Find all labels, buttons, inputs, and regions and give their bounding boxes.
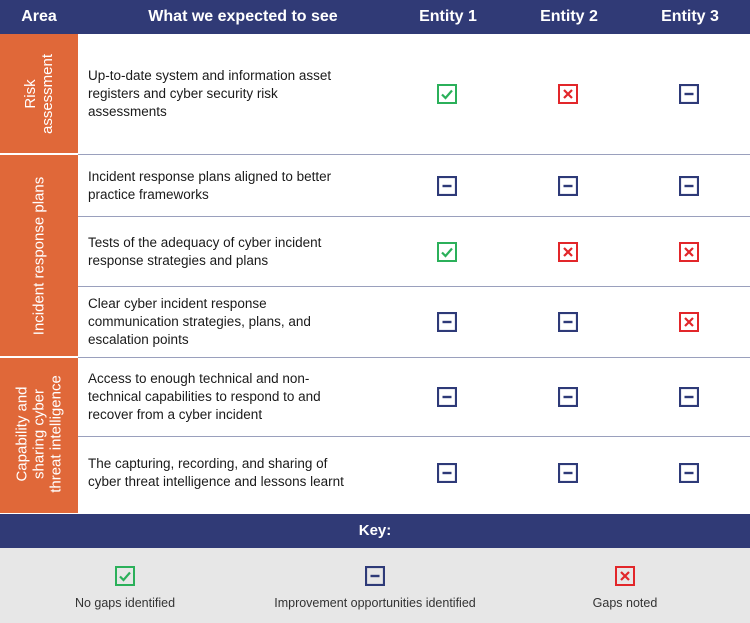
cross-box-icon [558,84,578,104]
minus-box-icon [557,311,579,333]
minus-box-icon [678,175,700,196]
key-item-gaps-noted: Gaps noted [540,548,710,623]
cross-box-icon [615,566,635,586]
key-title: Key: [0,514,750,548]
area-label: Risk assessment [22,53,56,133]
minus-box-icon [557,175,579,196]
expected-line: communication strategies, plans, and [88,314,311,329]
area-label-line: sharing cyber [30,388,48,479]
expected-line: assessments [88,104,167,119]
expected-line: registers and cyber security risk [88,86,278,101]
expected-text: The capturing, recording, and sharing of… [88,455,358,491]
header-entity-3: Entity 3 [661,8,719,25]
table-row: Tests of the adequacy of cyber incident … [78,217,750,287]
minus-box-icon [436,311,458,333]
cross-box-icon [558,241,578,262]
expected-line: Incident response plans aligned to bette… [88,168,332,184]
expected-line: escalation points [88,332,189,347]
minus-box-icon [364,565,386,587]
table-row: The capturing, recording, and sharing of… [78,437,750,509]
cross-box-icon [679,241,699,262]
expected-text: Access to enough technical and non- tech… [88,370,358,424]
check-box-icon [437,84,457,104]
area-label-line: assessment [39,53,56,134]
area-label-line: Incident response plans [30,176,48,335]
expected-line: response strategies and plans [88,252,269,268]
key-label: No gaps identified [74,596,176,610]
area-incident-response-plans: Incident response plans [0,155,78,358]
table-row: Clear cyber incident response communicat… [78,287,750,358]
table-header: Area What we expected to see Entity 1 En… [0,0,750,34]
expected-line: Tests of the adequacy of cyber incident [88,234,322,250]
expected-line: practice frameworks [88,186,209,202]
minus-box-icon [678,462,700,484]
minus-box-icon [557,462,579,484]
table-row: Incident response plans aligned to bette… [78,155,750,217]
key-legend: No gaps identified Improvement opportuni… [0,548,750,623]
area-divider [0,509,78,513]
expected-line: Access to enough technical and non- [88,371,310,386]
cross-box-icon [679,312,699,332]
expected-text: Clear cyber incident response communicat… [88,295,358,349]
header-area: Area [21,8,57,25]
area-label-line: threat intelligence [47,374,65,493]
expected-text: Up-to-date system and information asset … [88,67,358,121]
key-item-no-gaps: No gaps identified [30,548,220,623]
minus-box-icon [436,462,458,484]
expected-line: recover from a cyber incident [88,407,263,422]
table-row: Up-to-date system and information asset … [78,34,750,155]
area-label: Capability and sharing cyber threat inte… [14,375,65,493]
header-entity-1: Entity 1 [419,8,477,25]
expected-line: technical capabilities to respond to and [88,389,321,404]
check-box-icon [437,241,457,262]
area-risk-assessment: Risk assessment [0,34,78,155]
minus-box-icon [436,175,458,196]
table-row: Access to enough technical and non- tech… [78,358,750,437]
expected-line: The capturing, recording, and sharing of [88,456,328,471]
area-label-line: Capability and [13,385,31,482]
key-label: Improvement opportunities identified [274,596,476,610]
area-label-line: Risk [22,78,39,109]
expected-text: Tests of the adequacy of cyber incident … [88,234,358,270]
key-item-improvement: Improvement opportunities identified [255,548,495,623]
minus-box-icon [678,386,700,408]
minus-box-icon [678,83,700,105]
expected-text: Incident response plans aligned to bette… [88,168,358,204]
area-label: Incident response plans [31,176,48,334]
check-box-icon [115,566,135,586]
key-label: Gaps noted [592,596,658,610]
expected-line: Up-to-date system and information asset [88,68,332,83]
expected-line: Clear cyber incident response [88,296,267,311]
header-entity-2: Entity 2 [540,8,598,25]
header-expected: What we expected to see [148,8,338,25]
area-capability-threat-intelligence: Capability and sharing cyber threat inte… [0,358,78,509]
expected-line: cyber threat intelligence and lessons le… [88,474,344,489]
minus-box-icon [436,386,458,408]
minus-box-icon [557,386,579,408]
